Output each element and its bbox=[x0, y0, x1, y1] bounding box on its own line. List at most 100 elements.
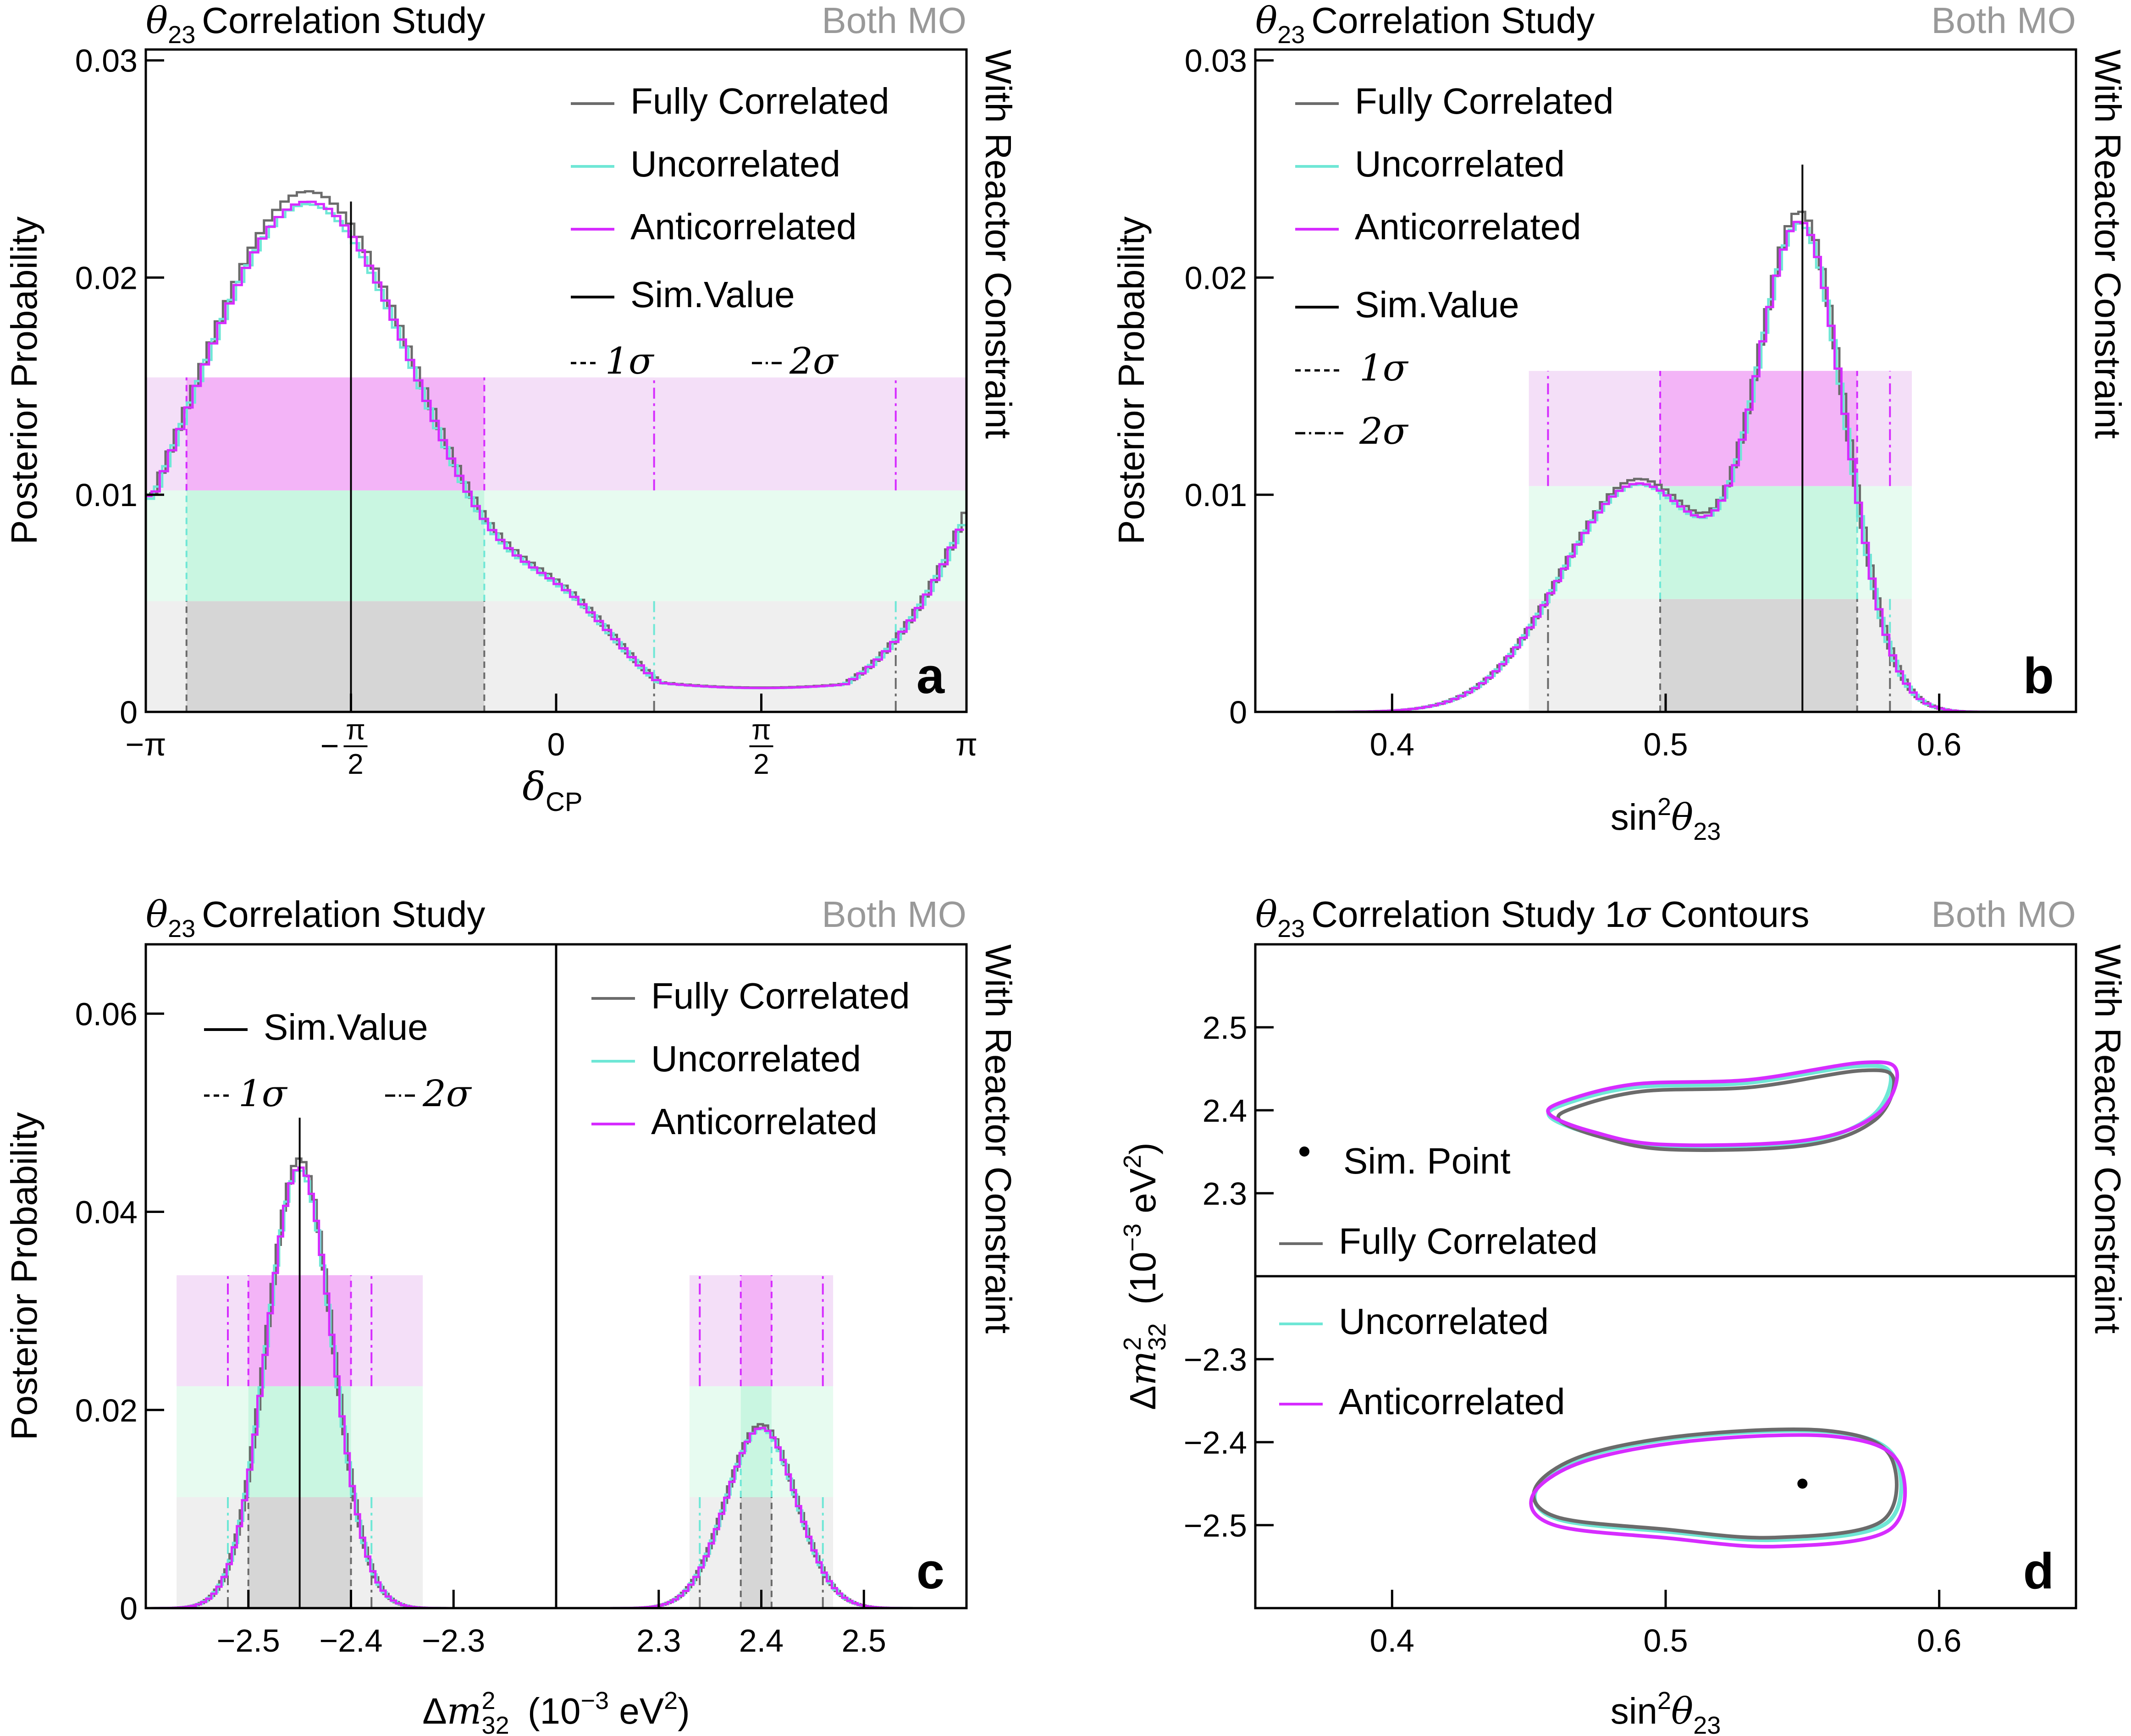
panel-c-legend-fully-label: Fully Correlated bbox=[651, 975, 910, 1016]
panel-c-ytick-label: 0.04 bbox=[75, 1195, 138, 1230]
panel-b: θ23 Correlation Study Both MO Posterior P… bbox=[1111, 0, 2128, 845]
panel-b-legend-uncorrelated-label: Uncorrelated bbox=[1355, 143, 1565, 184]
panel-d-lower-contours bbox=[1529, 1427, 1907, 1549]
panel-b-both-mo: Both MO bbox=[1931, 0, 2076, 41]
panel-c-legend-1sigma-label: 1σ bbox=[238, 1072, 288, 1115]
panel-c-xlabel: Δm2 32 (10−3 eV2) bbox=[422, 1687, 690, 1736]
panel-a-legend-fully-label: Fully Correlated bbox=[630, 81, 889, 121]
panel-a: θ23 Correlation Study Both MO Posterior P… bbox=[4, 0, 1019, 817]
panel-b-anticorrelated-curve bbox=[1335, 220, 2020, 712]
panel-c-both-mo: Both MO bbox=[822, 894, 966, 935]
panel-a-xtick-numerator: π bbox=[751, 714, 771, 746]
panel-b-legend-1sigma-label: 1σ bbox=[1359, 347, 1409, 389]
panel-a-ylabel: Posterior Probability bbox=[4, 216, 44, 545]
panel-b-ytick-label: 0.01 bbox=[1185, 477, 1247, 513]
panel-d-legend: Sim. Point Fully Correlated Uncorrelated An… bbox=[1279, 1141, 1598, 1422]
panel-b-xtick-label: 0.4 bbox=[1370, 727, 1414, 762]
panel-d-curves bbox=[1529, 1060, 1907, 1549]
panel-a-xtick-denominator: 2 bbox=[348, 749, 363, 780]
panel-a-legend-anticorrelated-label: Anticorrelated bbox=[630, 206, 857, 247]
panel-d-lower-ytick-label: −2.5 bbox=[1184, 1508, 1247, 1543]
panel-a-legend-sim-label: Sim.Value bbox=[630, 274, 795, 315]
panel-a-mag-1sigma-band bbox=[186, 377, 485, 490]
panel-a-gray-1sigma-band bbox=[186, 601, 485, 712]
panel-d-upper-ytick-label: 2.5 bbox=[1203, 1010, 1247, 1046]
panel-c-ylabel: Posterior Probability bbox=[4, 1112, 44, 1440]
panel-c-ytick-label: 0.02 bbox=[75, 1393, 138, 1428]
panel-c: θ23 Correlation Study Both MO Posterior P… bbox=[4, 893, 1019, 1736]
panel-a-ytick-label: 0.03 bbox=[75, 43, 138, 79]
panel-a-xtick-minus: − bbox=[320, 728, 339, 764]
panel-a-legend-uncorrelated-label: Uncorrelated bbox=[630, 143, 840, 184]
panel-d-sim-point-marker bbox=[1797, 1478, 1808, 1489]
panel-d-upper-ytick-label: 2.3 bbox=[1203, 1176, 1247, 1212]
panel-c-legend: Sim.Value 1σ 2σ Fully Correlated Uncorrelate… bbox=[204, 975, 910, 1142]
panel-b-gray-1sigma-band bbox=[1660, 599, 1857, 712]
panel-d-lower-fully-correlated-contour bbox=[1532, 1427, 1899, 1540]
panel-c-legend-2sigma-label: 2σ bbox=[422, 1072, 472, 1115]
panel-b-xtick-label: 0.5 bbox=[1643, 727, 1688, 762]
panel-b-curves bbox=[1335, 165, 2024, 712]
panel-d-legend-uncorrelated-label: Uncorrelated bbox=[1339, 1301, 1549, 1342]
panel-d-xtick-label: 0.6 bbox=[1917, 1623, 1961, 1659]
panel-c-bands bbox=[177, 1275, 834, 1608]
panel-b-legend-fully-label: Fully Correlated bbox=[1355, 81, 1614, 121]
panel-d-xtick-label: 0.5 bbox=[1643, 1623, 1688, 1659]
panel-a-reactor-label: With Reactor Constraint bbox=[978, 50, 1019, 439]
panel-d-lower-ytick-label: −2.4 bbox=[1184, 1425, 1247, 1460]
panel-d-legend-anticorrelated-label: Anticorrelated bbox=[1339, 1381, 1565, 1422]
panel-d-xlabel: sin2θ23 bbox=[1611, 1687, 1721, 1736]
panel-c-letter: c bbox=[916, 1543, 944, 1599]
panel-b-title: θ23 Correlation Study bbox=[1255, 0, 1595, 49]
panel-a-both-mo: Both MO bbox=[822, 0, 966, 41]
panel-c-ticks: 0 0.02 0.04 0.06 −2.5 −2.4 −2.3 2.3 2.4 2.5 bbox=[75, 996, 886, 1659]
panel-a-curves bbox=[146, 190, 966, 712]
panel-d-ticks: 2.3 2.4 2.5 −2.5 −2.4 −2.3 0.4 0.5 0.6 bbox=[1184, 1010, 1962, 1659]
panel-d-both-mo: Both MO bbox=[1931, 894, 2076, 935]
panel-b-teal-1sigma-band bbox=[1660, 486, 1857, 599]
panel-d-upper-ytick-label: 2.4 bbox=[1203, 1093, 1247, 1129]
panel-d-legend-sim-point-marker bbox=[1299, 1146, 1309, 1157]
panel-b-bands bbox=[1529, 371, 1912, 712]
panel-a-legend-2sigma-label: 2σ bbox=[789, 340, 839, 382]
panel-b-reactor-label: With Reactor Constraint bbox=[2087, 50, 2128, 439]
panel-a-xtick-label: π bbox=[955, 727, 977, 762]
panel-b-ticks: 0 0.01 0.02 0.03 0.4 0.5 0.6 bbox=[1185, 43, 1962, 762]
panel-c-right-bands bbox=[689, 1275, 834, 1608]
panel-c-right-gray-1sigma-band bbox=[740, 1497, 772, 1608]
panel-b-letter: b bbox=[2023, 648, 2054, 704]
panel-c-reactor-label: With Reactor Constraint bbox=[978, 944, 1019, 1334]
panel-d-ylabel: Δm232 (10−3 eV2) bbox=[1119, 1142, 1171, 1410]
panel-d-letter: d bbox=[2023, 1543, 2054, 1599]
panel-d-lower-ytick-label: −2.3 bbox=[1184, 1342, 1247, 1378]
panel-d-lower-anticorrelated-contour bbox=[1529, 1433, 1907, 1549]
panel-c-left-xtick-label: −2.3 bbox=[422, 1623, 485, 1659]
panel-c-right-xtick-label: 2.5 bbox=[842, 1623, 886, 1659]
panel-b-xtick-label: 0.6 bbox=[1917, 727, 1961, 762]
panel-b-ytick-label: 0.02 bbox=[1185, 260, 1247, 296]
panel-a-teal-1sigma-band bbox=[186, 490, 485, 601]
panel-b-ytick-label: 0 bbox=[1229, 694, 1247, 730]
panel-a-letter: a bbox=[916, 648, 945, 704]
panel-b-legend-2sigma-label: 2σ bbox=[1359, 410, 1409, 452]
panel-a-legend: Fully Correlated Uncorrelated Anticorrelat… bbox=[571, 81, 889, 382]
panel-d-legend-fully-label: Fully Correlated bbox=[1339, 1221, 1598, 1262]
panel-d-upper-anticorrelated-contour bbox=[1546, 1060, 1899, 1147]
panel-b-legend: Fully Correlated Uncorrelated Anticorrelat… bbox=[1295, 81, 1614, 452]
panel-a-legend-1sigma-label: 1σ bbox=[605, 340, 655, 382]
panel-a-frame bbox=[144, 48, 968, 713]
panel-d-upper-contours bbox=[1546, 1060, 1899, 1152]
panel-c-legend-anticorrelated-label: Anticorrelated bbox=[651, 1101, 878, 1142]
panel-b-legend-sim-label: Sim.Value bbox=[1355, 284, 1519, 325]
panel-c-left-xtick-label: −2.4 bbox=[319, 1623, 382, 1659]
panel-a-xtick-denominator: 2 bbox=[753, 749, 769, 780]
panel-b-mag-1sigma-band bbox=[1660, 371, 1857, 486]
panel-d-legend-sim-point-label: Sim. Point bbox=[1343, 1141, 1511, 1181]
panel-b-frame bbox=[1254, 48, 2077, 713]
panel-d-xtick-label: 0.4 bbox=[1370, 1623, 1414, 1659]
panel-d-title: θ23 Correlation Study 1σ Contours bbox=[1255, 893, 1810, 942]
panel-a-xtick-label: 0 bbox=[547, 727, 565, 762]
panel-d-reactor-label: With Reactor Constraint bbox=[2087, 944, 2128, 1334]
panel-b-ylabel: Posterior Probability bbox=[1111, 216, 1152, 545]
